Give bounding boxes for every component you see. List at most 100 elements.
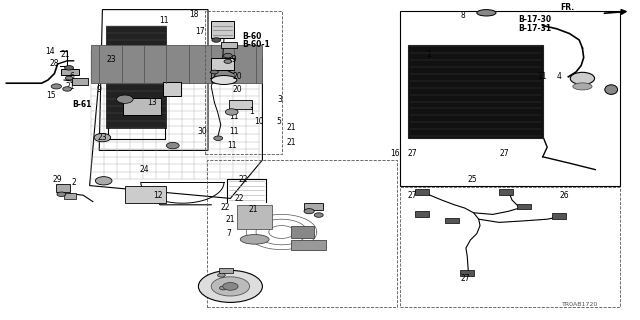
Bar	[304, 203, 323, 210]
Circle shape	[211, 70, 218, 74]
Bar	[211, 58, 234, 70]
Text: B-60: B-60	[242, 32, 261, 41]
Text: 22: 22	[238, 175, 248, 184]
Text: 21: 21	[286, 124, 296, 132]
Text: 26: 26	[560, 191, 570, 200]
Bar	[125, 186, 166, 203]
Text: 15: 15	[46, 92, 56, 100]
Text: 6: 6	[69, 72, 74, 81]
Text: 9: 9	[96, 85, 101, 94]
Bar	[163, 82, 181, 96]
Text: 1: 1	[250, 108, 254, 116]
Circle shape	[220, 286, 227, 290]
Circle shape	[57, 192, 66, 196]
Text: 24: 24	[140, 165, 149, 174]
Text: 21: 21	[286, 138, 296, 147]
Bar	[106, 26, 166, 128]
Circle shape	[314, 213, 323, 217]
Ellipse shape	[573, 83, 592, 90]
Circle shape	[95, 177, 112, 185]
Text: 22: 22	[234, 194, 244, 203]
Bar	[219, 268, 233, 273]
Text: 16: 16	[390, 149, 399, 158]
Circle shape	[212, 38, 221, 42]
Bar	[400, 187, 620, 307]
Bar	[291, 226, 314, 238]
Text: 2: 2	[72, 178, 76, 187]
Circle shape	[223, 53, 232, 58]
Text: 20: 20	[232, 72, 242, 81]
Bar	[460, 270, 474, 276]
Ellipse shape	[211, 76, 237, 84]
Circle shape	[65, 66, 74, 70]
Bar	[552, 213, 566, 219]
Bar	[91, 45, 262, 83]
Ellipse shape	[477, 10, 496, 16]
Text: 21: 21	[248, 205, 258, 214]
Text: 7: 7	[226, 229, 231, 238]
Bar	[221, 281, 235, 285]
Text: 14: 14	[45, 47, 54, 56]
Circle shape	[304, 209, 314, 214]
Bar	[211, 21, 234, 38]
Bar	[72, 78, 88, 85]
Ellipse shape	[570, 72, 595, 84]
Bar	[205, 11, 282, 154]
Text: 20: 20	[232, 85, 242, 94]
Bar	[445, 218, 459, 223]
Text: 30: 30	[197, 127, 207, 136]
Bar	[64, 193, 76, 199]
Bar	[237, 205, 272, 229]
Circle shape	[166, 142, 179, 149]
Text: B-61: B-61	[72, 100, 92, 109]
Text: 5: 5	[276, 117, 282, 126]
Text: 12: 12	[154, 191, 163, 200]
Text: 27: 27	[408, 149, 417, 158]
Text: 27: 27	[408, 191, 417, 200]
Text: 21: 21	[226, 215, 236, 224]
Circle shape	[211, 277, 250, 296]
Text: 3: 3	[278, 95, 283, 104]
Bar	[400, 11, 620, 186]
Ellipse shape	[605, 85, 618, 94]
Text: B-17-31: B-17-31	[518, 24, 552, 33]
Circle shape	[63, 87, 72, 91]
Bar	[123, 98, 161, 115]
Text: 1: 1	[208, 72, 212, 81]
Circle shape	[214, 136, 223, 140]
Bar	[415, 211, 429, 217]
Bar	[517, 204, 531, 209]
Text: 17: 17	[195, 28, 205, 36]
Circle shape	[225, 109, 238, 115]
Text: 11: 11	[227, 141, 237, 150]
Text: 27: 27	[461, 274, 470, 283]
Text: FR.: FR.	[560, 4, 574, 12]
Circle shape	[94, 133, 111, 142]
Bar	[291, 240, 326, 250]
Text: B-60-1: B-60-1	[242, 40, 269, 49]
Text: 29: 29	[52, 175, 62, 184]
Text: 25: 25	[467, 175, 477, 184]
Text: 11: 11	[229, 112, 239, 121]
Text: 28: 28	[49, 60, 59, 68]
Bar	[61, 69, 79, 75]
Bar	[415, 189, 429, 195]
Text: 21: 21	[66, 82, 76, 91]
Text: 4: 4	[557, 72, 562, 81]
Circle shape	[51, 84, 61, 89]
Bar	[408, 45, 543, 138]
Text: 23: 23	[98, 133, 108, 142]
Text: 11: 11	[229, 127, 239, 136]
Text: 13: 13	[147, 98, 157, 107]
Bar	[229, 100, 252, 109]
Text: 27: 27	[499, 149, 509, 158]
Circle shape	[218, 273, 225, 277]
Text: 22: 22	[221, 204, 230, 212]
Circle shape	[116, 95, 133, 103]
Text: 11: 11	[538, 72, 547, 81]
Bar	[207, 160, 397, 307]
Text: 23: 23	[107, 55, 116, 64]
Ellipse shape	[241, 235, 269, 244]
Text: 8: 8	[461, 12, 465, 20]
Circle shape	[65, 76, 73, 80]
